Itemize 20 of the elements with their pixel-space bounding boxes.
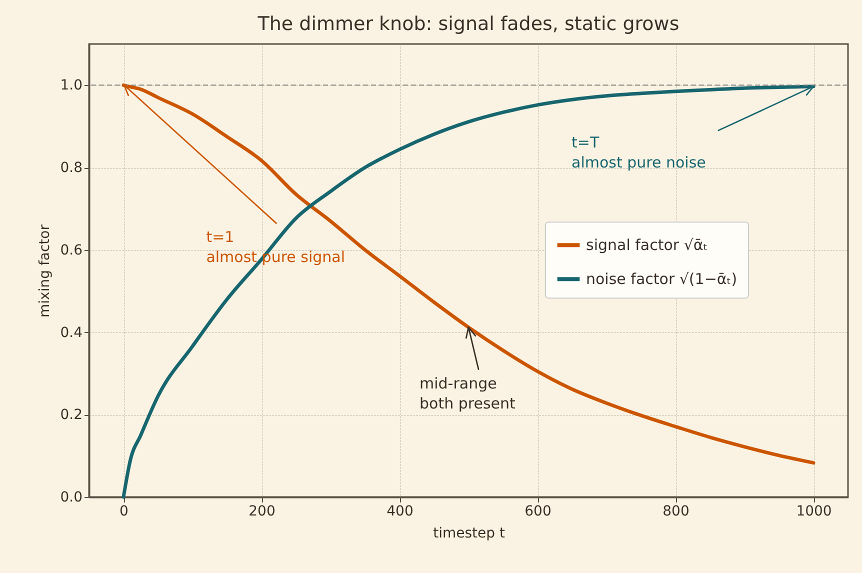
y-tick-label: 0.6 xyxy=(60,242,83,258)
y-tick-label: 1.0 xyxy=(60,78,82,94)
y-tick-label: 0.8 xyxy=(60,160,82,176)
x-tick-label: 0 xyxy=(120,504,128,520)
chart-title: The dimmer knob: signal fades, static grows xyxy=(256,13,680,35)
legend-label: signal factor √ᾱₜ xyxy=(586,236,708,254)
y-tick-label: 0.2 xyxy=(60,407,82,424)
x-tick-label: 200 xyxy=(248,504,276,520)
annotation: t=T almost pure noise xyxy=(572,133,706,172)
x-tick-label: 1000 xyxy=(796,504,832,520)
x-axis-title: timestep t xyxy=(433,526,506,542)
annotation: mid-range both present xyxy=(420,374,516,412)
x-tick-label: 800 xyxy=(662,504,690,520)
annotation: t=1 almost pure signal xyxy=(206,228,346,266)
y-tick-label: 0.4 xyxy=(60,324,83,341)
y-tick-label: 0.0 xyxy=(60,490,82,506)
legend-label: noise factor √(1−ᾱₜ) xyxy=(586,270,738,288)
x-tick-label: 400 xyxy=(386,504,414,520)
y-axis-title: mixing factor xyxy=(37,224,54,318)
x-tick-label: 600 xyxy=(524,504,552,520)
